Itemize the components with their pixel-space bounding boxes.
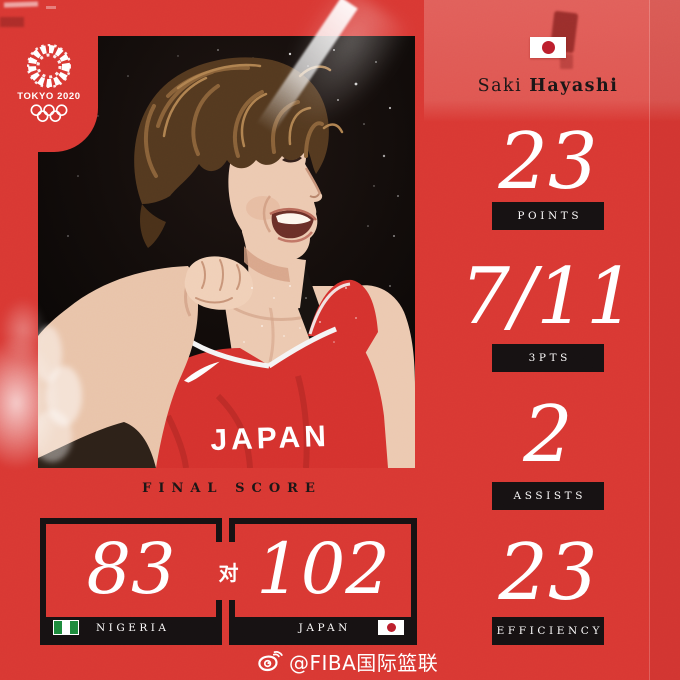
weibo-icon: [258, 650, 283, 671]
japan-flag-icon: [530, 37, 566, 58]
vs-character: 对: [218, 560, 239, 585]
stat-label-efficiency: EFFICIENCY: [492, 617, 604, 645]
stat-value-assists: 2: [523, 390, 573, 480]
team-bar-japan: JAPAN: [235, 617, 411, 639]
stat-label-assists: ASSISTS: [492, 482, 604, 510]
stat-label-points: POINTS: [492, 202, 604, 230]
tokyo2020-wordmark: TOKYO 2020: [17, 91, 81, 102]
japan-flag-disc: [541, 41, 555, 54]
team-name-nigeria: NIGERIA: [95, 622, 170, 634]
stat-label-3pts: 3PTS: [492, 344, 604, 372]
team-bar-nigeria: NIGERIA: [46, 617, 216, 639]
stat-value-points: 23: [498, 117, 598, 207]
score-box-nigeria: 83 NIGERIA: [40, 518, 222, 645]
tokyo2020-emblem-icon: [27, 44, 71, 88]
watermark-handle: @FIBA国际篮联: [289, 651, 439, 675]
score-japan: 102: [256, 527, 390, 610]
olympic-rings-icon: [30, 104, 68, 122]
score-nigeria: 83: [86, 527, 176, 610]
japan-flag-small-icon: [378, 620, 404, 635]
player-name: Saki Hayashi: [416, 76, 680, 96]
vs-divider: 对: [213, 542, 244, 600]
score-box-japan: 102 JAPAN: [229, 518, 417, 645]
final-score-heading: FINAL SCORE: [142, 481, 322, 496]
player-last-name: Hayashi: [529, 76, 619, 96]
stat-value-efficiency: 23: [498, 528, 598, 618]
tokyo2020-logo-block: TOKYO 2020: [0, 0, 98, 152]
texture-light-band: [424, 0, 680, 122]
watermark: @FIBA国际篮联: [257, 647, 438, 676]
jersey-text: JAPAN: [210, 420, 331, 457]
stat-value-3pts: 7/11: [460, 252, 636, 342]
nigeria-flag-icon: [53, 620, 79, 635]
player-first-name: Saki: [477, 76, 523, 96]
team-name-japan: JAPAN: [298, 622, 351, 634]
